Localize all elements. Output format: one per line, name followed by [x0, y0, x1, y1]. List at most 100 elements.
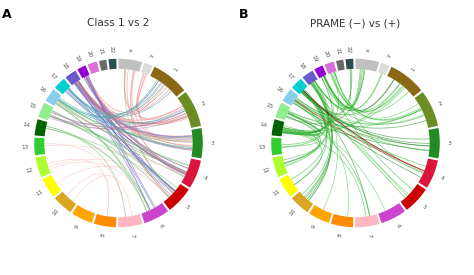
Polygon shape — [38, 103, 54, 120]
Polygon shape — [346, 59, 354, 69]
Text: 6: 6 — [158, 224, 164, 229]
Text: 13: 13 — [258, 144, 266, 150]
Polygon shape — [325, 62, 337, 74]
Text: 15: 15 — [28, 102, 37, 110]
Polygon shape — [419, 158, 438, 188]
Polygon shape — [55, 192, 76, 212]
Text: 16: 16 — [274, 86, 283, 94]
Polygon shape — [36, 156, 51, 177]
Text: 15: 15 — [265, 102, 274, 110]
Title: Class 1 vs 2: Class 1 vs 2 — [87, 18, 150, 28]
Polygon shape — [273, 156, 288, 177]
Polygon shape — [314, 65, 327, 78]
Text: 5: 5 — [184, 204, 190, 210]
Text: 21: 21 — [98, 47, 104, 55]
Polygon shape — [378, 203, 405, 223]
Text: 17: 17 — [48, 72, 57, 81]
Polygon shape — [118, 214, 143, 227]
Text: 20: 20 — [323, 50, 330, 59]
Polygon shape — [182, 158, 201, 188]
Text: 1: 1 — [410, 67, 417, 73]
Text: 12: 12 — [25, 167, 33, 174]
Text: 4: 4 — [202, 175, 208, 181]
Polygon shape — [65, 71, 81, 85]
Text: 22: 22 — [109, 46, 114, 54]
Polygon shape — [272, 119, 284, 136]
Text: 9: 9 — [311, 224, 318, 230]
Polygon shape — [309, 205, 332, 223]
Polygon shape — [35, 119, 47, 136]
Polygon shape — [99, 60, 108, 71]
Text: 11: 11 — [272, 189, 281, 197]
Text: 21: 21 — [335, 47, 341, 55]
Text: 17: 17 — [285, 72, 294, 81]
Text: 16: 16 — [37, 86, 46, 94]
Polygon shape — [141, 203, 168, 223]
Text: x: x — [366, 48, 372, 53]
Polygon shape — [46, 89, 61, 106]
Polygon shape — [141, 63, 153, 75]
Polygon shape — [109, 59, 117, 69]
Polygon shape — [178, 92, 201, 128]
Text: 2: 2 — [201, 101, 206, 107]
Text: 10: 10 — [289, 208, 297, 217]
Text: 12: 12 — [262, 167, 270, 174]
Title: PRAME (−) vs (+): PRAME (−) vs (+) — [310, 18, 401, 28]
Polygon shape — [150, 67, 184, 97]
Polygon shape — [355, 214, 380, 227]
Text: 18: 18 — [61, 62, 69, 71]
Text: 10: 10 — [52, 208, 60, 217]
Text: 5: 5 — [421, 204, 427, 210]
Text: 13: 13 — [21, 144, 29, 150]
Text: 19: 19 — [310, 55, 318, 64]
Text: 20: 20 — [86, 50, 93, 59]
Text: A: A — [2, 8, 12, 21]
Polygon shape — [88, 62, 100, 74]
Text: 8: 8 — [337, 233, 343, 238]
Polygon shape — [283, 89, 298, 106]
Text: 7: 7 — [129, 233, 135, 238]
Polygon shape — [191, 128, 203, 158]
Text: 14: 14 — [23, 122, 31, 129]
Text: 18: 18 — [298, 62, 306, 71]
Polygon shape — [302, 71, 318, 85]
Text: 11: 11 — [35, 189, 44, 197]
Polygon shape — [94, 214, 116, 227]
Polygon shape — [415, 92, 438, 128]
Text: x: x — [129, 48, 135, 53]
Polygon shape — [336, 60, 345, 71]
Polygon shape — [428, 128, 440, 158]
Polygon shape — [164, 184, 189, 210]
Polygon shape — [292, 79, 308, 94]
Polygon shape — [72, 205, 95, 223]
Polygon shape — [387, 67, 421, 97]
Polygon shape — [55, 79, 71, 94]
Text: 19: 19 — [73, 55, 81, 64]
Text: 7: 7 — [366, 233, 372, 238]
Polygon shape — [275, 103, 291, 120]
Text: y: y — [149, 53, 155, 58]
Polygon shape — [118, 59, 142, 72]
Polygon shape — [378, 63, 390, 75]
Text: 3: 3 — [447, 141, 451, 146]
Polygon shape — [331, 214, 353, 227]
Text: B: B — [239, 8, 249, 21]
Polygon shape — [292, 192, 313, 212]
Text: 22: 22 — [346, 46, 351, 54]
Text: 4: 4 — [439, 175, 445, 181]
Text: 8: 8 — [100, 233, 106, 238]
Polygon shape — [401, 184, 426, 210]
Polygon shape — [77, 65, 90, 78]
Polygon shape — [42, 175, 61, 197]
Text: 14: 14 — [260, 122, 268, 129]
Text: 2: 2 — [438, 101, 443, 107]
Polygon shape — [34, 138, 45, 155]
Text: 3: 3 — [210, 141, 214, 146]
Text: 6: 6 — [395, 224, 401, 229]
Polygon shape — [279, 175, 298, 197]
Text: 1: 1 — [173, 67, 180, 73]
Polygon shape — [271, 138, 282, 155]
Text: 9: 9 — [74, 224, 81, 230]
Polygon shape — [356, 59, 379, 72]
Text: y: y — [386, 53, 392, 58]
